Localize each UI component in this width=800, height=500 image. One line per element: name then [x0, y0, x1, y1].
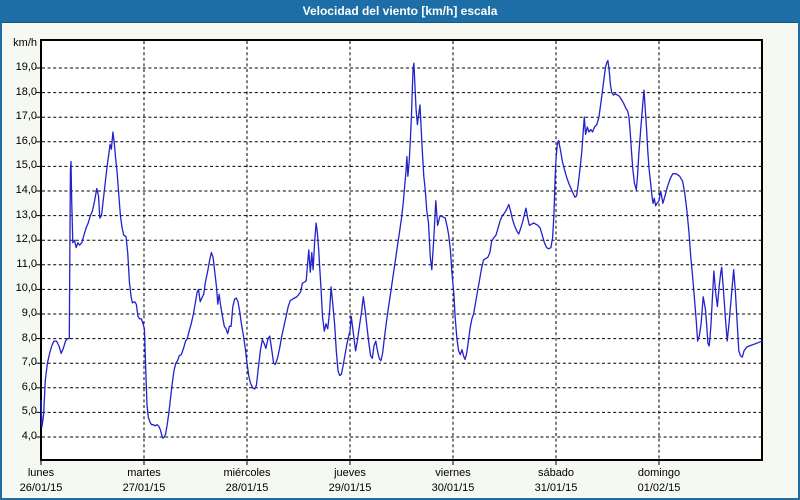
x-day-date-label: 27/01/15 — [122, 482, 166, 494]
chart-title: Velocidad del viento [km/h] escala — [302, 4, 498, 18]
x-day-name-label: viernes — [435, 467, 471, 479]
y-tick-label: 18,0 — [15, 85, 37, 98]
window-title-bar: Velocidad del viento [km/h] escala — [0, 0, 800, 23]
y-tick-label: 15,0 — [15, 159, 37, 172]
y-tick-label: 19,0 — [15, 61, 37, 73]
x-day-date-label: 30/01/15 — [431, 482, 475, 494]
x-day-date-label: 29/01/15 — [328, 482, 372, 494]
x-day-date-label: 26/01/15 — [19, 482, 63, 494]
x-day-name-label: sábado — [537, 467, 575, 479]
y-tick-label: 17,0 — [15, 110, 37, 123]
x-day-date-label: 31/01/15 — [534, 482, 578, 494]
y-tick-label: 10,0 — [15, 282, 37, 295]
x-day-date-label: 28/01/15 — [225, 482, 269, 494]
y-tick-label: 11,0 — [16, 257, 37, 270]
y-tick-label: 6,0 — [21, 380, 37, 393]
x-day-name-label: domingo — [637, 467, 681, 479]
x-day-name-label: miércoles — [223, 467, 271, 479]
y-axis-unit-label: km/h — [13, 37, 37, 49]
y-tick-label: 5,0 — [21, 405, 37, 418]
y-tick-label: 12,0 — [15, 233, 37, 246]
y-tick-label: 9,0 — [21, 307, 37, 319]
y-tick-label: 13,0 — [15, 208, 37, 221]
y-tick-label: 14,0 — [15, 184, 37, 196]
wind-speed-series-line — [40, 59, 763, 439]
y-tick-label: 7,0 — [21, 356, 37, 369]
y-tick-label: 8,0 — [21, 331, 37, 344]
x-day-name-label: lunes — [27, 467, 55, 479]
x-day-name-label: jueves — [334, 467, 366, 479]
y-tick-label: 16,0 — [15, 134, 37, 147]
x-day-name-label: martes — [127, 467, 161, 479]
y-tick-label: 4,0 — [21, 430, 37, 442]
x-day-date-label: 01/02/15 — [637, 482, 681, 494]
